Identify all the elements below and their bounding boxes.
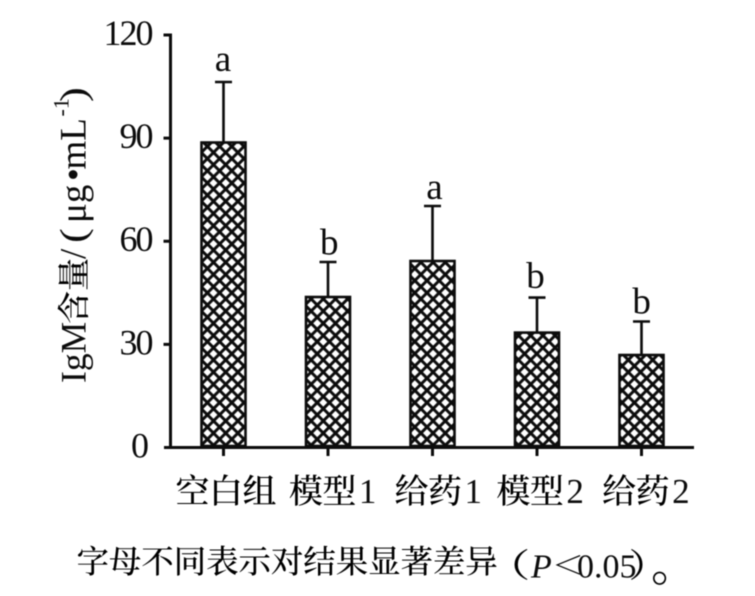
svg-text:0.05: 0.05 bbox=[577, 549, 637, 586]
svg-text:0: 0 bbox=[131, 426, 148, 466]
svg-text:30: 30 bbox=[120, 322, 153, 362]
svg-text:2: 2 bbox=[566, 472, 584, 511]
svg-text:P: P bbox=[530, 549, 552, 586]
svg-text:/: / bbox=[54, 248, 95, 259]
svg-text:60: 60 bbox=[120, 219, 153, 259]
svg-text:): ) bbox=[53, 87, 94, 102]
svg-text:IgM: IgM bbox=[54, 322, 94, 383]
svg-text:(: ( bbox=[53, 228, 94, 243]
svg-text:90: 90 bbox=[120, 116, 153, 156]
svg-text:120: 120 bbox=[104, 13, 153, 53]
svg-text:2: 2 bbox=[672, 472, 690, 511]
svg-text:•: • bbox=[54, 168, 95, 181]
svg-text:1: 1 bbox=[465, 472, 483, 511]
svg-text:1: 1 bbox=[359, 472, 377, 511]
svg-text:-1: -1 bbox=[49, 98, 74, 116]
svg-text:b: b bbox=[632, 282, 651, 323]
svg-text:mL: mL bbox=[54, 118, 95, 169]
svg-text:a: a bbox=[426, 167, 442, 208]
svg-text:μg: μg bbox=[54, 185, 95, 223]
svg-text:a: a bbox=[215, 39, 231, 80]
svg-text:b: b bbox=[320, 223, 339, 264]
svg-text:b: b bbox=[526, 256, 545, 297]
